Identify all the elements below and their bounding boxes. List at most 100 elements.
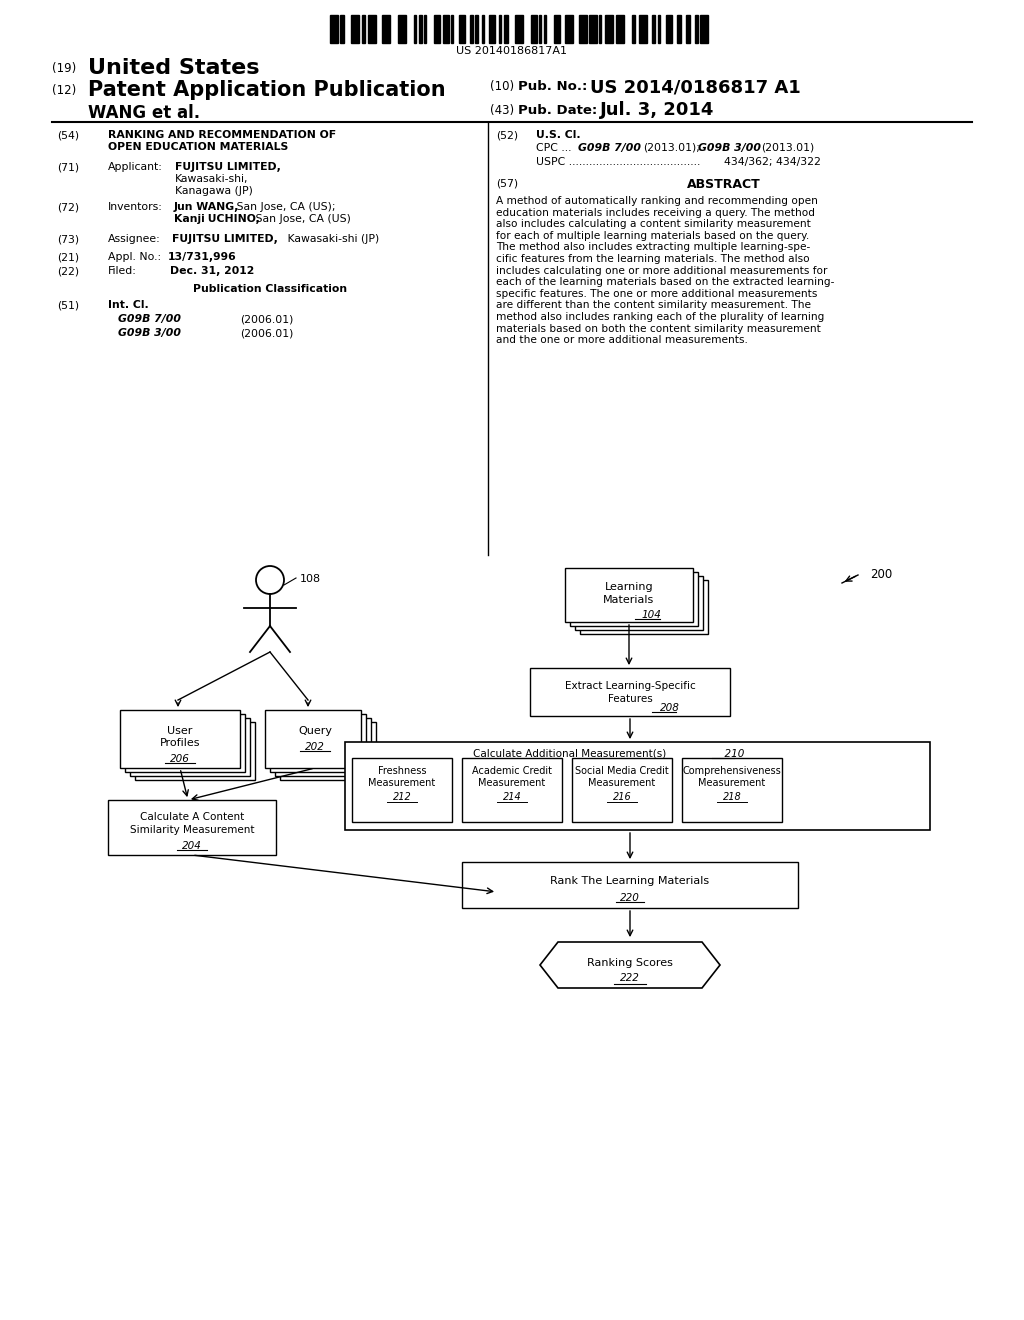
Bar: [382, 15, 390, 44]
Text: (21): (21): [57, 252, 79, 261]
Bar: [398, 15, 406, 44]
Bar: [459, 15, 465, 44]
Text: San Jose, CA (US): San Jose, CA (US): [252, 214, 351, 224]
Bar: [414, 15, 416, 44]
Bar: [605, 15, 612, 44]
Text: Applicant:: Applicant:: [108, 162, 163, 172]
Text: User: User: [167, 726, 193, 737]
Bar: [135, 722, 255, 780]
Text: Dec. 31, 2012: Dec. 31, 2012: [170, 267, 254, 276]
Bar: [580, 579, 708, 634]
Text: OPEN EDUCATION MATERIALS: OPEN EDUCATION MATERIALS: [108, 143, 288, 152]
Bar: [280, 722, 376, 780]
Bar: [108, 800, 276, 855]
Text: Ranking Scores: Ranking Scores: [587, 958, 673, 968]
Text: (43): (43): [490, 104, 514, 117]
Bar: [330, 15, 338, 44]
Text: 208: 208: [660, 704, 680, 713]
Bar: [424, 15, 426, 44]
Bar: [120, 710, 240, 768]
Bar: [544, 15, 546, 44]
Bar: [470, 15, 472, 44]
Text: Pub. Date:: Pub. Date:: [518, 104, 597, 117]
Text: (57): (57): [496, 178, 518, 187]
Text: Query: Query: [298, 726, 332, 737]
Text: Measurement: Measurement: [589, 777, 655, 788]
Text: 216: 216: [612, 792, 632, 803]
Bar: [481, 15, 483, 44]
Text: Calculate Additional Measurement(s): Calculate Additional Measurement(s): [473, 748, 667, 759]
Text: (19): (19): [52, 62, 76, 75]
Text: 434/362; 434/322: 434/362; 434/322: [724, 157, 821, 168]
Text: G09B 7/00: G09B 7/00: [118, 314, 181, 323]
Text: Features: Features: [607, 694, 652, 704]
Bar: [652, 15, 654, 44]
Text: Filed:: Filed:: [108, 267, 137, 276]
Text: 218: 218: [723, 792, 741, 803]
Bar: [565, 15, 573, 44]
Bar: [530, 668, 730, 715]
Text: Measurement: Measurement: [369, 777, 435, 788]
Text: (2006.01): (2006.01): [240, 314, 293, 323]
Bar: [462, 758, 562, 822]
Text: FUJITSU LIMITED,: FUJITSU LIMITED,: [175, 162, 281, 172]
Text: (54): (54): [57, 129, 79, 140]
Text: 200: 200: [870, 568, 892, 581]
Bar: [265, 710, 361, 768]
Bar: [443, 15, 449, 44]
Bar: [345, 742, 930, 830]
Bar: [361, 15, 366, 44]
Text: G09B 3/00: G09B 3/00: [698, 143, 761, 153]
Text: U.S. Cl.: U.S. Cl.: [536, 129, 581, 140]
Text: (22): (22): [57, 267, 79, 276]
Bar: [589, 15, 597, 44]
Text: Kanji: Kanji: [174, 214, 205, 224]
Text: (72): (72): [57, 202, 79, 213]
Text: Learning: Learning: [605, 582, 653, 591]
Text: G09B 7/00: G09B 7/00: [578, 143, 641, 153]
Bar: [351, 15, 359, 44]
Text: (51): (51): [57, 300, 79, 310]
Bar: [489, 15, 496, 44]
Bar: [699, 15, 708, 44]
Text: CPC ...: CPC ...: [536, 143, 571, 153]
Text: 220: 220: [621, 894, 640, 903]
Text: ABSTRACT: ABSTRACT: [687, 178, 761, 191]
Text: FUJITSU LIMITED,: FUJITSU LIMITED,: [172, 234, 278, 244]
Bar: [575, 576, 703, 630]
Text: 214: 214: [503, 792, 521, 803]
Text: Similarity Measurement: Similarity Measurement: [130, 825, 254, 836]
Text: Pub. No.:: Pub. No.:: [518, 81, 588, 92]
Text: United States: United States: [88, 58, 259, 78]
Text: 13/731,996: 13/731,996: [168, 252, 237, 261]
Text: Calculate A Content: Calculate A Content: [140, 812, 244, 822]
Text: 108: 108: [300, 574, 322, 583]
Text: (52): (52): [496, 129, 518, 140]
Bar: [616, 15, 624, 44]
Bar: [599, 15, 601, 44]
Bar: [462, 862, 798, 908]
Text: 222: 222: [621, 973, 640, 983]
Text: 202: 202: [305, 742, 325, 752]
Bar: [420, 15, 422, 44]
Text: Kanagawa (JP): Kanagawa (JP): [175, 186, 253, 195]
Bar: [554, 15, 559, 44]
Bar: [531, 15, 537, 44]
Text: G09B 3/00: G09B 3/00: [118, 327, 181, 338]
Polygon shape: [540, 942, 720, 987]
Text: San Jose, CA (US);: San Jose, CA (US);: [233, 202, 336, 213]
Bar: [565, 568, 693, 622]
Text: UCHINO,: UCHINO,: [204, 214, 260, 224]
Bar: [270, 714, 366, 772]
Text: 212: 212: [392, 792, 412, 803]
Text: 204: 204: [182, 841, 202, 851]
Text: 104: 104: [642, 610, 662, 620]
Text: (2013.01);: (2013.01);: [643, 143, 699, 153]
Text: (71): (71): [57, 162, 79, 172]
Text: Measurement: Measurement: [698, 777, 766, 788]
Text: WANG et al.: WANG et al.: [88, 104, 200, 121]
Bar: [451, 15, 454, 44]
Text: Inventors:: Inventors:: [108, 202, 163, 213]
Text: A method of automatically ranking and recommending open
education materials incl: A method of automatically ranking and re…: [496, 195, 835, 346]
Text: (12): (12): [52, 84, 76, 96]
